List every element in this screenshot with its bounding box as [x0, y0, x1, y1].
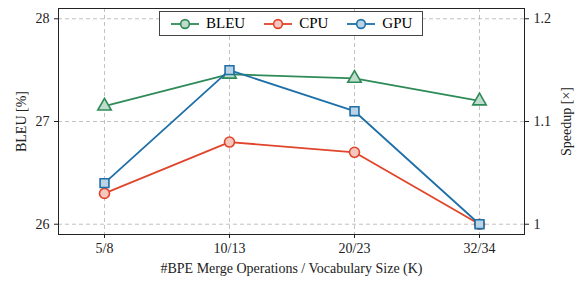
svg-text:BLEU [%]: BLEU [%]	[14, 91, 29, 152]
svg-text:10/13: 10/13	[214, 241, 246, 256]
svg-text:32/34: 32/34	[464, 241, 496, 256]
svg-text:1: 1	[534, 217, 541, 232]
html-text:CPU: CPU	[299, 15, 329, 31]
html-text:GPU: GPU	[382, 15, 413, 31]
svg-text:#BPE Merge Operations / Vocabu: #BPE Merge Operations / Vocabulary Size …	[160, 261, 422, 277]
svg-text:20/23: 20/23	[339, 241, 371, 256]
svg-text:26: 26	[36, 217, 50, 232]
svg-text:5/8: 5/8	[96, 241, 114, 256]
html-text:BLEU: BLEU	[206, 15, 246, 31]
svg-text:27: 27	[36, 114, 50, 129]
svg-text:1.1: 1.1	[534, 114, 552, 129]
svg-text:1.2: 1.2	[534, 11, 552, 26]
svg-text:Speedup [×]: Speedup [×]	[559, 87, 574, 156]
svg-text:28: 28	[36, 11, 50, 26]
